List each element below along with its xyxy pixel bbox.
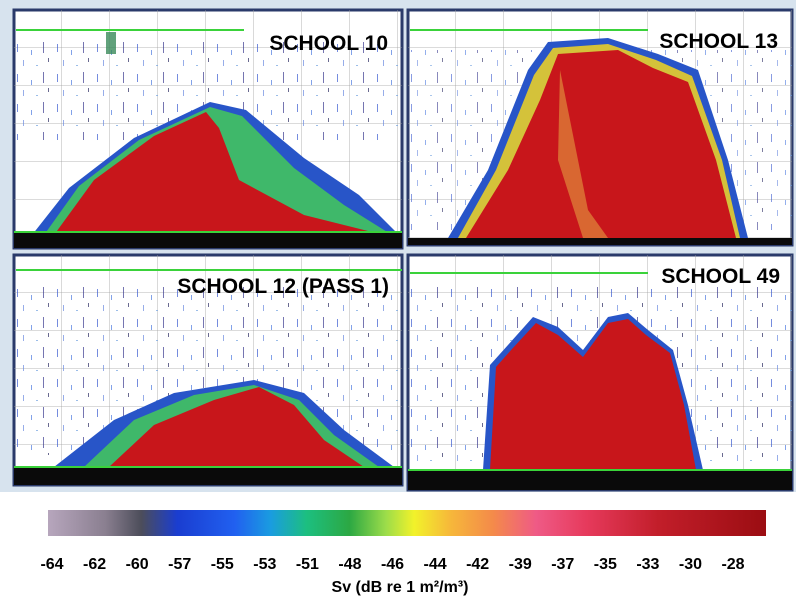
colorbar-tick-label: -44 bbox=[424, 556, 447, 573]
colorbar-tick-label: -57 bbox=[168, 556, 191, 573]
colorbar-tick-label: -39 bbox=[509, 556, 532, 573]
colorbar-tick-label: -30 bbox=[679, 556, 702, 573]
echogram: SCHOOL 13 bbox=[408, 10, 792, 245]
panel-label: SCHOOL 13 bbox=[659, 30, 778, 53]
colorbar-tick-label: -64 bbox=[40, 556, 63, 573]
echogram: SCHOOL 49 bbox=[408, 255, 792, 490]
colorbar-tick-label: -55 bbox=[211, 556, 234, 573]
colorbar-tick-label: -33 bbox=[636, 556, 659, 573]
colorbar-tick-label: -42 bbox=[466, 556, 489, 573]
colorbar-tick-label: -48 bbox=[338, 556, 361, 573]
panel-label: SCHOOL 12 (PASS 1) bbox=[177, 275, 389, 298]
colorbar bbox=[48, 510, 766, 536]
colorbar-tick-label: -60 bbox=[126, 556, 149, 573]
colorbar-label: Sv (dB re 1 m²/m³) bbox=[332, 579, 469, 596]
panel-label: SCHOOL 10 bbox=[269, 32, 388, 55]
figure-canvas: SCHOOL 10 SCHOOL 13 SCHOOL 12 (PASS 1) bbox=[0, 0, 796, 605]
panel-label: SCHOOL 49 bbox=[661, 265, 780, 288]
figure: SCHOOL 10 SCHOOL 13 SCHOOL 12 (PASS 1) bbox=[0, 0, 796, 605]
colorbar-tick-label: -53 bbox=[253, 556, 276, 573]
colorbar-tick-label: -37 bbox=[551, 556, 574, 573]
colorbar-tick-label: -28 bbox=[721, 556, 744, 573]
colorbar-tick-label: -46 bbox=[381, 556, 404, 573]
colorbar-tick-label: -35 bbox=[594, 556, 617, 573]
echogram: SCHOOL 10 bbox=[14, 10, 402, 248]
colorbar-ticks: -64 -62 -60 -57 -55 -53 -51 -48 -46 -44 -42 -39 -37 -… bbox=[40, 556, 744, 573]
colorbar-tick-label: -62 bbox=[83, 556, 106, 573]
echogram: SCHOOL 12 (PASS 1) bbox=[14, 255, 402, 485]
colorbar-tick-label: -51 bbox=[296, 556, 319, 573]
